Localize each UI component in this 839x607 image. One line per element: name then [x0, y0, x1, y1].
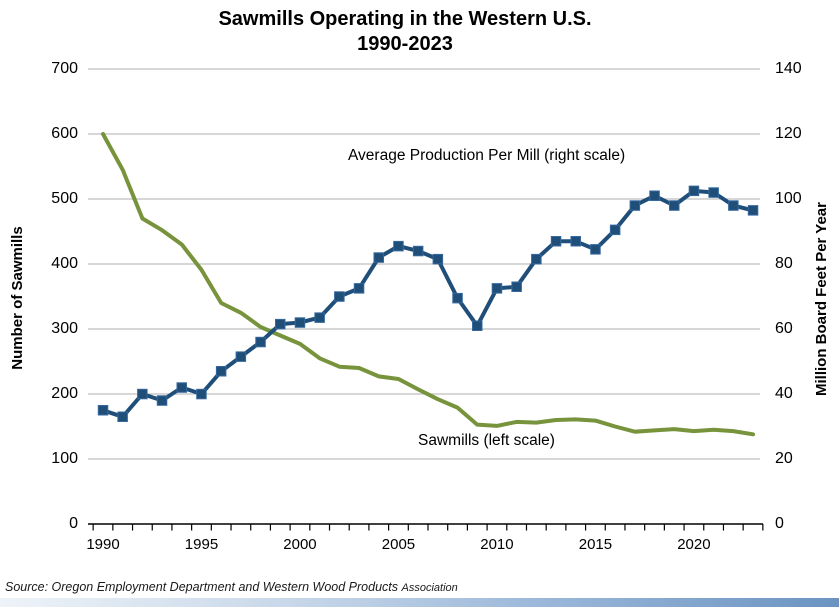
right-axis-tick-label: 140	[775, 60, 802, 77]
right-axis-tick-label: 120	[775, 125, 802, 142]
right-axis-title: Million Board Feet Per Year	[813, 202, 830, 396]
production-series-line	[101, 188, 755, 419]
sawmills-series-line	[101, 132, 755, 437]
right-axis-tick-label: 80	[775, 255, 793, 272]
left-axis-tick-label: 600	[51, 125, 78, 142]
right-axis-tick-label: 20	[775, 450, 793, 467]
left-axis-tick-label: 200	[51, 385, 78, 402]
x-axis-tick-label: 2005	[381, 536, 416, 553]
left-axis-tick-label: 100	[51, 450, 78, 467]
x-axis-tick-label: 2000	[283, 536, 317, 553]
production-series-markers	[97, 185, 759, 422]
left-axis-tick-label: 700	[51, 60, 78, 77]
source-note: Source: Oregon Employment Department and…	[5, 580, 458, 594]
chart-title-line2: 1990-2023	[357, 33, 453, 55]
x-axis-tick-label: 1990	[86, 536, 120, 553]
chart-title: Sawmills Operating in the Western U.S. 1…	[0, 7, 810, 57]
gridlines	[88, 68, 760, 460]
left-axis-title: Number of Sawmills	[9, 226, 26, 370]
left-axis-tick-label: 500	[51, 190, 78, 207]
x-axis	[88, 523, 764, 531]
left-axis-tick-label: 0	[69, 515, 78, 532]
left-axis-tick-label: 400	[51, 255, 78, 272]
series-label-sawmills: Sawmills (left scale)	[418, 432, 555, 449]
chart-title-line1: Sawmills Operating in the Western U.S.	[218, 8, 592, 30]
bottom-accent-bar	[0, 598, 839, 607]
series-label-production: Average Production Per Mill (right scale…	[348, 147, 626, 164]
x-axis-tick-label: 1995	[184, 536, 219, 553]
x-axis-tick-label: 2020	[677, 536, 711, 553]
right-axis-tick-label: 60	[775, 320, 793, 337]
left-axis-tick-label: 300	[51, 320, 78, 337]
x-axis-tick-label: 2015	[578, 536, 613, 553]
source-text-small: Association	[401, 582, 458, 594]
x-axis-tick-label: 2010	[480, 536, 514, 553]
right-axis-tick-label: 100	[775, 190, 802, 207]
right-axis-tick-label: 0	[775, 515, 784, 532]
right-axis-tick-label: 40	[775, 385, 793, 402]
source-text: Source: Oregon Employment Department and…	[5, 580, 399, 594]
